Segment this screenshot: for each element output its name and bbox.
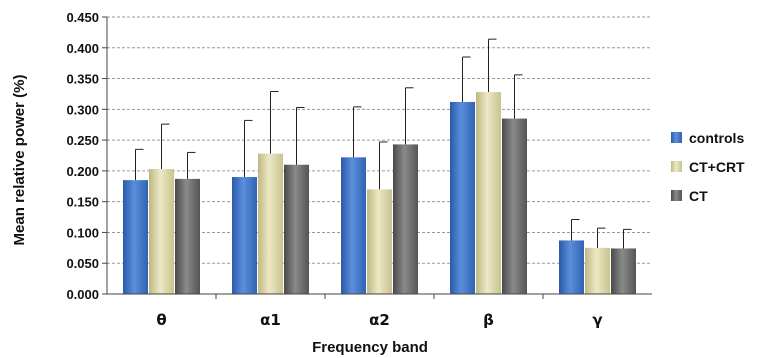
y-tick-label: 0.250 bbox=[66, 133, 99, 148]
bar-ct-crt bbox=[258, 153, 283, 294]
bar-ct bbox=[175, 178, 200, 294]
x-tick-label: γ bbox=[592, 311, 602, 329]
y-tick-label: 0.300 bbox=[66, 102, 99, 117]
bar-ct bbox=[393, 144, 418, 294]
y-tick-label: 0.350 bbox=[66, 72, 99, 87]
bar-controls bbox=[341, 157, 366, 294]
bar-ct-crt bbox=[476, 92, 501, 294]
bar-controls bbox=[232, 177, 257, 294]
y-tick-label: 0.100 bbox=[66, 225, 99, 240]
x-tick-label: β bbox=[483, 311, 494, 329]
legend: controls CT+CRT CT bbox=[671, 130, 745, 204]
y-tick-label: 0.150 bbox=[66, 195, 99, 210]
bar-ct bbox=[284, 164, 309, 294]
x-tick-label: α1 bbox=[260, 311, 281, 329]
error-bars bbox=[135, 38, 632, 249]
y-tick-label: 0.400 bbox=[66, 41, 99, 56]
bar-ct bbox=[611, 248, 636, 294]
bar-ct-crt bbox=[585, 247, 610, 294]
y-tick-label: 0.050 bbox=[66, 256, 99, 271]
y-tick-label: 0.450 bbox=[66, 10, 99, 25]
legend-label: CT+CRT bbox=[689, 159, 745, 175]
x-axis bbox=[106, 17, 652, 299]
bar-controls bbox=[123, 180, 148, 294]
bar-controls bbox=[559, 240, 584, 294]
y-axis-ticks: 0.000 0.050 0.100 0.150 0.200 0.250 0.300 0.350… bbox=[66, 10, 107, 302]
x-axis-categories: θ α1 α2 β γ bbox=[156, 311, 602, 329]
legend-swatch bbox=[671, 132, 682, 143]
y-tick-label: 0.000 bbox=[66, 287, 99, 302]
legend-label: controls bbox=[689, 130, 744, 146]
legend-swatch bbox=[671, 190, 682, 201]
bar-controls bbox=[450, 101, 475, 295]
bar-ct-crt bbox=[149, 169, 174, 294]
bar-ct-crt bbox=[367, 189, 392, 294]
bars bbox=[123, 92, 636, 295]
y-tick-label: 0.200 bbox=[66, 164, 99, 179]
x-tick-label: θ bbox=[156, 311, 166, 329]
legend-label: CT bbox=[689, 188, 708, 204]
bar-ct bbox=[502, 118, 527, 294]
legend-swatch bbox=[671, 161, 682, 172]
x-axis-title: Frequency band bbox=[312, 339, 428, 356]
x-tick-label: α2 bbox=[369, 311, 390, 329]
y-axis-title: Mean relative power (%) bbox=[11, 75, 28, 246]
